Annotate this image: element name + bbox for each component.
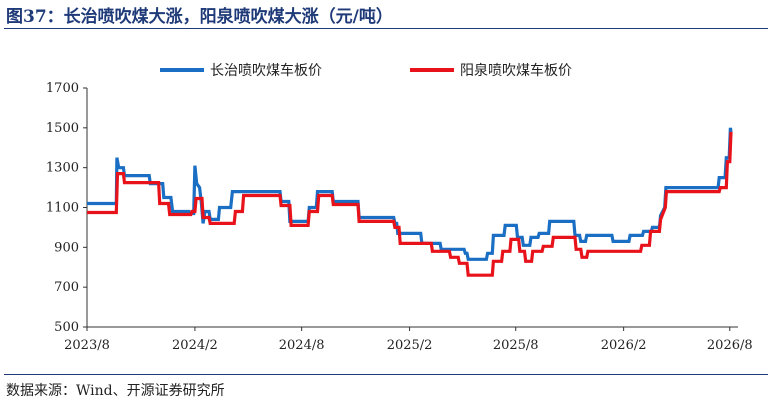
y-tick-label: 700	[54, 280, 79, 295]
series-line-1	[87, 127, 733, 261]
x-tick-label: 2024/8	[279, 338, 325, 353]
x-tick-label: 2023/8	[64, 338, 110, 353]
source-note: 数据来源：Wind、开源证券研究所	[6, 383, 225, 399]
x-tick-label: 2026/2	[601, 338, 647, 353]
y-tick-label: 1300	[46, 161, 79, 176]
legend-label-2: 阳泉喷吹煤车板价	[460, 62, 572, 79]
x-tick-label: 2025/2	[387, 338, 433, 353]
x-tick-label: 2026/8	[707, 338, 753, 353]
y-tick-label: 1500	[46, 121, 79, 136]
line-chart: 500 700 900 1100 1300 1500 1700 2023/8 2024/2 202…	[46, 62, 753, 353]
source-rule	[4, 374, 768, 375]
chart-title: 图37：长治喷吹煤大涨，阳泉喷吹煤大涨（元/吨）	[6, 7, 393, 27]
series-line-2	[87, 131, 733, 277]
y-tick-label: 1700	[46, 81, 79, 96]
legend-label-1: 长治喷吹煤车板价	[210, 62, 322, 79]
title-rule	[4, 28, 768, 29]
y-tick-label: 1100	[46, 201, 79, 216]
x-tick-label: 2025/8	[493, 338, 539, 353]
x-tick-label: 2024/2	[172, 338, 218, 353]
y-tick-label: 500	[54, 320, 79, 335]
y-tick-label: 900	[54, 240, 79, 255]
